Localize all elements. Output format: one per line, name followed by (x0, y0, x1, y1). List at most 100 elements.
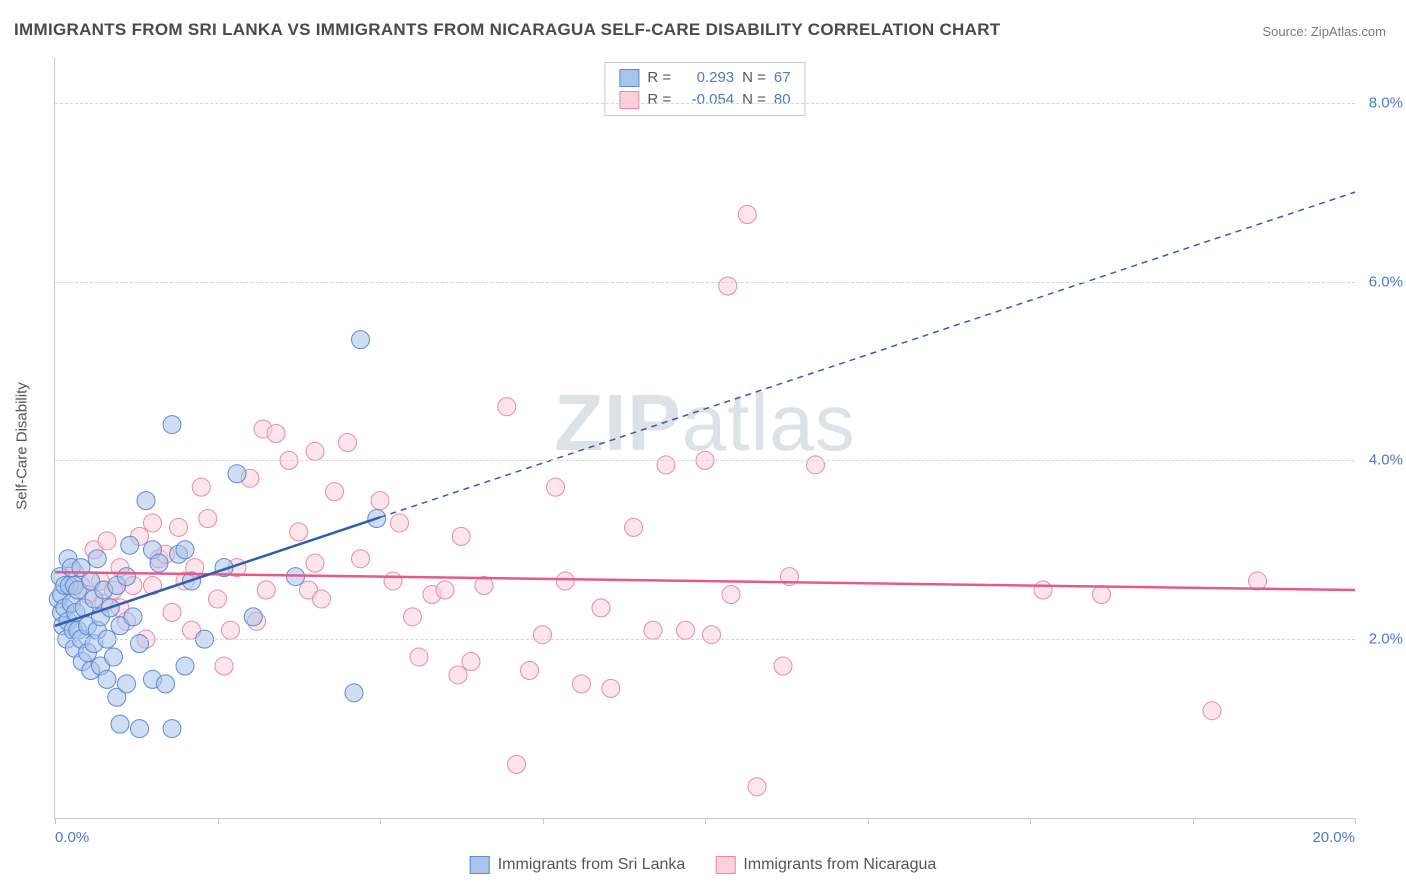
stats-row-sri-lanka: R = 0.293 N = 67 (619, 67, 790, 89)
data-point (748, 778, 766, 796)
swatch-sri-lanka (470, 856, 490, 874)
data-point (547, 478, 565, 496)
data-point (352, 550, 370, 568)
data-point (384, 572, 402, 590)
data-point (157, 675, 175, 693)
data-point (199, 509, 217, 527)
data-point (391, 514, 409, 532)
data-point (111, 715, 129, 733)
gridline (55, 460, 1355, 461)
data-point (410, 648, 428, 666)
data-point (222, 621, 240, 639)
legend-label: Immigrants from Sri Lanka (498, 856, 686, 874)
data-point (290, 523, 308, 541)
data-point (573, 675, 591, 693)
data-point (105, 648, 123, 666)
data-point (521, 661, 539, 679)
data-point (244, 608, 262, 626)
legend-item-nicaragua: Immigrants from Nicaragua (715, 856, 936, 874)
bottom-legend: Immigrants from Sri Lanka Immigrants fro… (470, 856, 937, 874)
trend-line (55, 572, 1355, 590)
data-point (118, 675, 136, 693)
data-point (228, 465, 246, 483)
data-point (1034, 581, 1052, 599)
data-point (602, 679, 620, 697)
data-point (209, 590, 227, 608)
y-axis-label: Self-Care Disability (14, 382, 31, 510)
swatch-sri-lanka (619, 69, 639, 87)
n-value: 67 (774, 67, 791, 89)
stats-row-nicaragua: R = -0.054 N = 80 (619, 89, 790, 111)
x-tick (55, 818, 56, 824)
r-value: 0.293 (679, 67, 734, 89)
stats-box: R = 0.293 N = 67 R = -0.054 N = 80 (604, 62, 805, 116)
data-point (163, 720, 181, 738)
data-point (267, 425, 285, 443)
data-point (163, 603, 181, 621)
data-point (88, 550, 106, 568)
legend-label: Immigrants from Nicaragua (743, 856, 936, 874)
y-tick-label: 6.0% (1369, 273, 1403, 290)
x-tick (1030, 818, 1031, 824)
data-point (137, 492, 155, 510)
data-point (1203, 702, 1221, 720)
data-point (98, 532, 116, 550)
data-point (677, 621, 695, 639)
gridline (55, 103, 1355, 104)
data-point (534, 626, 552, 644)
data-point (339, 433, 357, 451)
data-point (215, 657, 233, 675)
data-point (257, 581, 275, 599)
data-point (719, 277, 737, 295)
data-point (306, 442, 324, 460)
x-tick (705, 818, 706, 824)
data-point (352, 331, 370, 349)
data-point (345, 684, 363, 702)
y-tick-label: 8.0% (1369, 94, 1403, 111)
x-tick (543, 818, 544, 824)
x-tick-label: 0.0% (55, 829, 89, 846)
x-tick-label: 20.0% (1312, 829, 1355, 846)
data-point (657, 456, 675, 474)
data-point (131, 720, 149, 738)
chart-title: IMMIGRANTS FROM SRI LANKA VS IMMIGRANTS … (14, 20, 1000, 40)
data-point (774, 657, 792, 675)
data-point (462, 653, 480, 671)
data-point (1093, 585, 1111, 603)
data-point (163, 416, 181, 434)
data-point (326, 483, 344, 501)
data-point (98, 670, 116, 688)
source-label: Source: (1262, 24, 1310, 39)
data-point (807, 456, 825, 474)
trend-line (380, 192, 1355, 517)
r-value: -0.054 (679, 89, 734, 111)
data-point (508, 755, 526, 773)
gridline (55, 639, 1355, 640)
source-attribution: Source: ZipAtlas.com (1262, 24, 1386, 39)
y-tick-label: 4.0% (1369, 452, 1403, 469)
n-label: N = (742, 89, 766, 111)
data-point (556, 572, 574, 590)
data-point (371, 492, 389, 510)
r-label: R = (647, 67, 671, 89)
data-point (170, 518, 188, 536)
gridline (55, 282, 1355, 283)
r-label: R = (647, 89, 671, 111)
x-tick (1193, 818, 1194, 824)
data-point (452, 527, 470, 545)
plot-area: ZIPatlas R = 0.293 N = 67 R = -0.054 N =… (54, 58, 1355, 819)
source-name: ZipAtlas.com (1311, 24, 1386, 39)
y-tick-label: 2.0% (1369, 631, 1403, 648)
data-point (192, 478, 210, 496)
swatch-nicaragua (619, 91, 639, 109)
data-point (121, 536, 139, 554)
data-point (592, 599, 610, 617)
n-value: 80 (774, 89, 791, 111)
data-point (150, 554, 168, 572)
x-tick (218, 818, 219, 824)
data-point (313, 590, 331, 608)
legend-item-sri-lanka: Immigrants from Sri Lanka (470, 856, 686, 874)
x-tick (380, 818, 381, 824)
data-point (306, 554, 324, 572)
n-label: N = (742, 67, 766, 89)
